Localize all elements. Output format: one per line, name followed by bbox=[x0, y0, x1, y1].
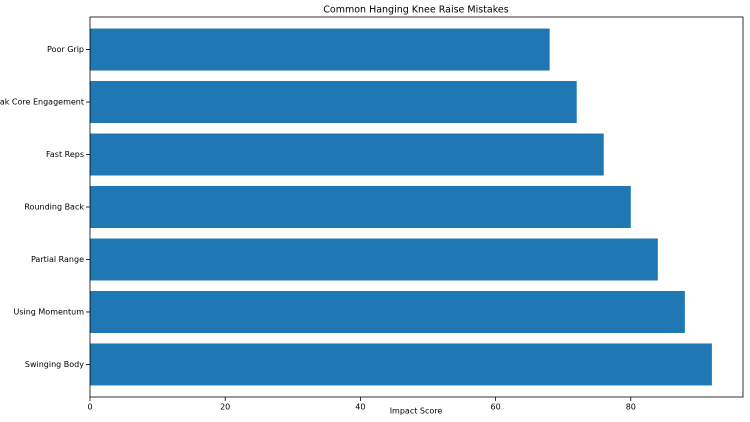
bar bbox=[90, 81, 577, 124]
plot-frame bbox=[89, 16, 744, 398]
y-tick-label: Weak Core Engagement bbox=[0, 98, 84, 107]
y-tick-label: Poor Grip bbox=[47, 45, 84, 54]
bar bbox=[90, 133, 604, 176]
x-tick-label: 60 bbox=[490, 403, 500, 412]
y-tick-label: Using Momentum bbox=[13, 307, 84, 316]
x-tick-label: 80 bbox=[626, 403, 636, 412]
x-tick-label: 0 bbox=[87, 403, 92, 412]
y-tick-label: Partial Range bbox=[31, 255, 84, 264]
x-tick-label: 20 bbox=[220, 403, 230, 412]
x-axis-label: Impact Score bbox=[390, 407, 443, 416]
bar bbox=[90, 28, 550, 71]
x-tick-label: 40 bbox=[355, 403, 365, 412]
bar bbox=[90, 343, 712, 386]
y-tick-label: Swinging Body bbox=[25, 360, 84, 369]
chart-title: Common Hanging Knee Raise Mistakes bbox=[323, 5, 509, 16]
bar bbox=[90, 186, 631, 228]
bar bbox=[90, 290, 685, 333]
y-tick-label: Rounding Back bbox=[24, 203, 84, 212]
y-tick-label: Fast Reps bbox=[46, 150, 84, 159]
bar bbox=[90, 238, 658, 281]
